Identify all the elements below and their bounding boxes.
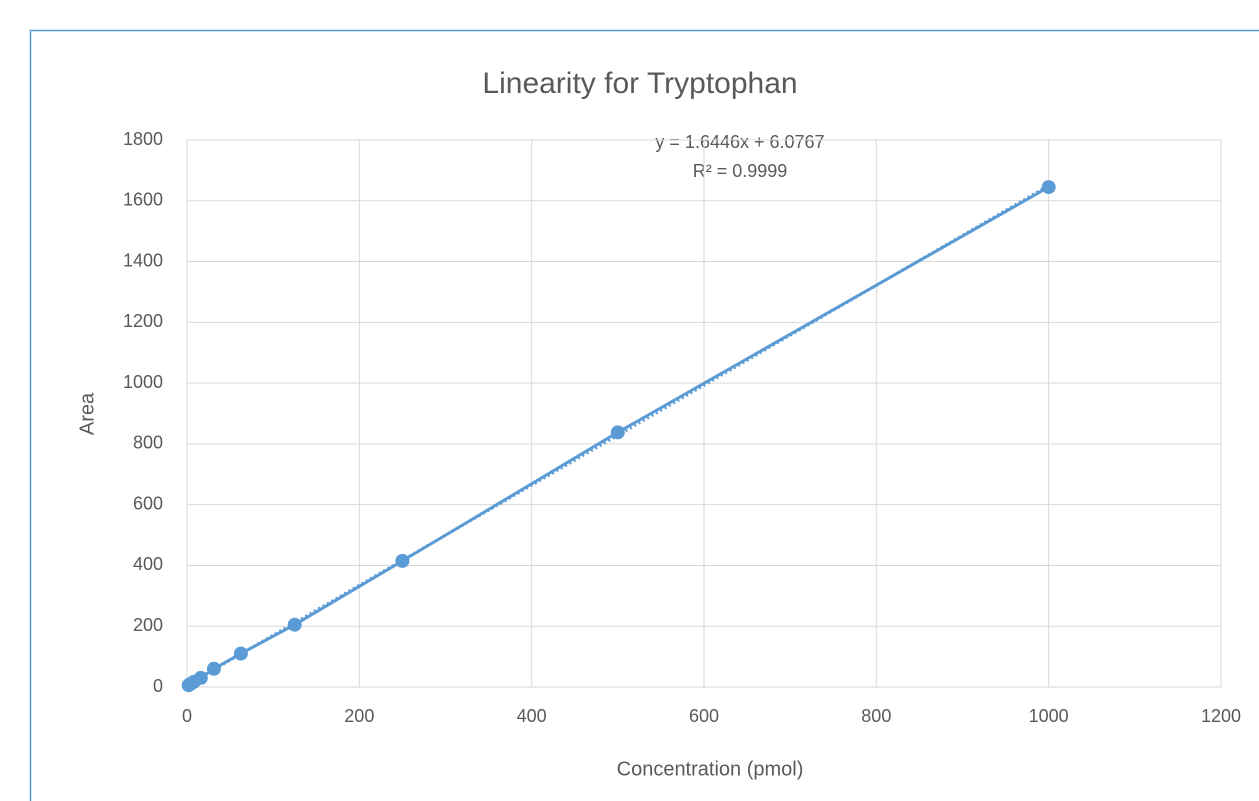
- chart-title: Linearity for Tryptophan: [482, 67, 797, 100]
- x-tick-label: 0: [182, 706, 192, 726]
- data-point: [1041, 180, 1056, 195]
- y-tick-label: 400: [133, 554, 163, 574]
- data-point: [395, 553, 410, 568]
- trendline: [187, 184, 1050, 686]
- x-tick-label: 1200: [1201, 706, 1241, 726]
- x-tick-label: 200: [344, 706, 374, 726]
- y-tick-label: 1800: [123, 129, 163, 149]
- y-tick-label: 1200: [123, 311, 163, 331]
- data-point: [233, 646, 248, 661]
- y-tick-label: 800: [133, 433, 163, 453]
- y-tick-label: 1400: [123, 250, 163, 270]
- data-point: [193, 670, 208, 685]
- data-point: [287, 617, 302, 632]
- x-tick-label: 400: [517, 706, 547, 726]
- y-tick-label: 200: [133, 615, 163, 635]
- trendline-r2: R² = 0.9999: [693, 161, 788, 181]
- data-point: [206, 661, 221, 676]
- y-tick-label: 1600: [123, 190, 163, 210]
- trendline-equation: y = 1.6446x + 6.0767: [655, 132, 824, 152]
- y-axis-label: Area: [76, 392, 98, 435]
- x-axis-label: Concentration (pmol): [617, 758, 804, 780]
- x-tick-label: 600: [689, 706, 719, 726]
- x-tick-label: 800: [861, 706, 891, 726]
- x-tick-label: 1000: [1029, 706, 1069, 726]
- data-point: [610, 425, 625, 440]
- y-tick-label: 1000: [123, 372, 163, 392]
- y-tick-label: 0: [153, 676, 163, 696]
- y-tick-label: 600: [133, 493, 163, 513]
